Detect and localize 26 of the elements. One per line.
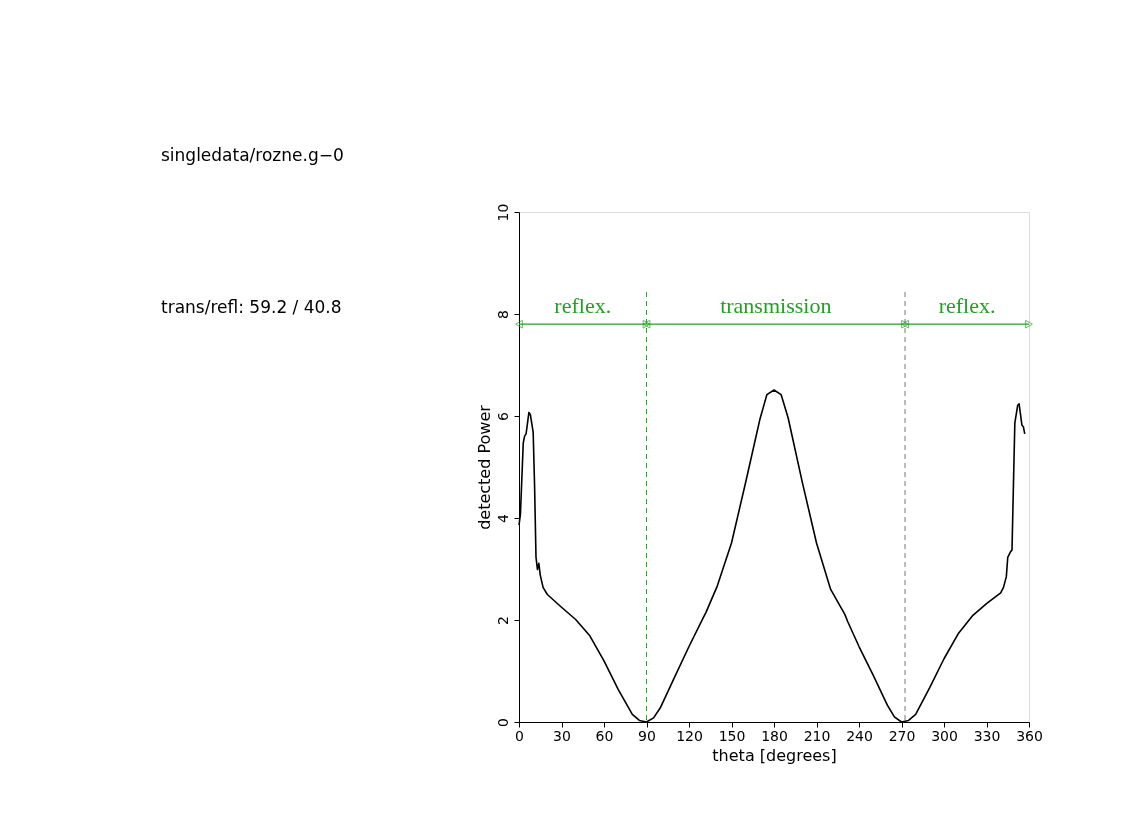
x-tick-label: 0 (515, 727, 524, 744)
x-tick-label: 240 (846, 727, 873, 744)
x-tick-label: 120 (676, 727, 703, 744)
x-tick-label: 150 (718, 727, 746, 744)
y-tick-label: 2 (494, 616, 511, 625)
x-tick-label: 30 (553, 727, 571, 744)
x-tick-label: 90 (638, 727, 656, 744)
x-tick-label: 180 (761, 727, 788, 744)
y-tick-label: 0 (494, 718, 511, 727)
x-tick-label: 60 (595, 727, 614, 744)
series-label: reflex. (938, 293, 996, 319)
x-tick-label: 210 (803, 727, 831, 744)
y-axis-title: detected Power (474, 404, 494, 530)
text: trans/refl: 59.2 / 40.8 (161, 297, 342, 317)
text: singledata/rozne.g−0 (161, 145, 344, 165)
y-tick-label: 10 (494, 203, 511, 222)
x-axis-title: theta [degrees] (712, 745, 837, 765)
series-label: transmission (720, 293, 832, 319)
y-tick-label: 8 (494, 310, 511, 319)
x-tick-label: 330 (973, 727, 1001, 744)
y-tick-label: 6 (494, 411, 511, 421)
series-label: reflex. (554, 293, 612, 319)
x-tick-label: 300 (931, 727, 958, 744)
x-tick-label: 360 (1016, 727, 1043, 744)
y-tick-label: 4 (494, 513, 511, 523)
x-tick-label: 270 (888, 727, 916, 744)
